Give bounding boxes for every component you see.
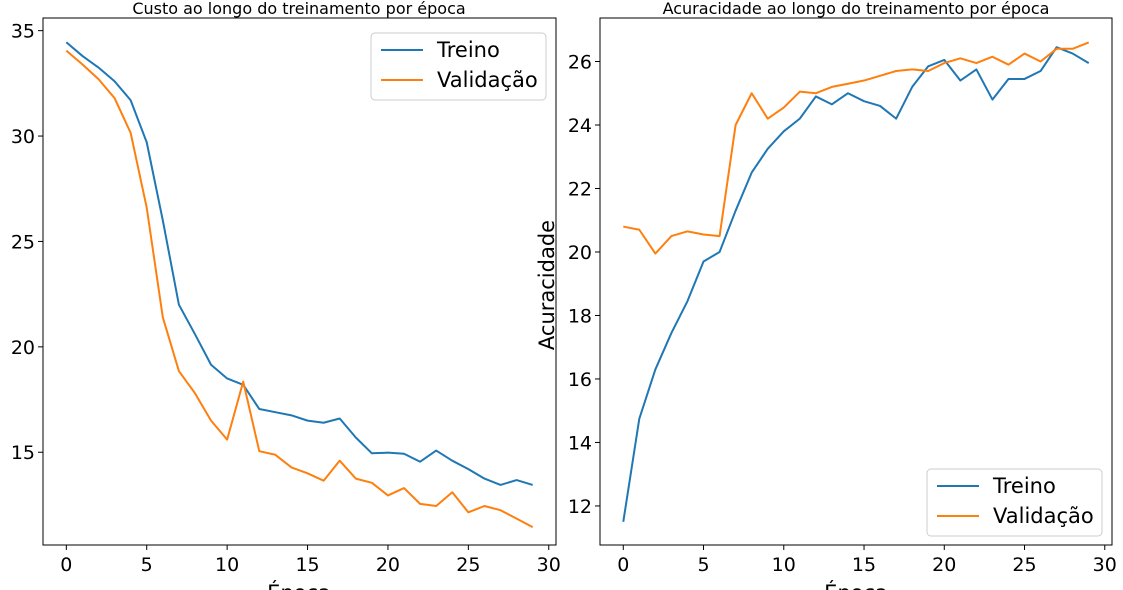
x-tick-label: 0	[617, 554, 629, 576]
series-line-treino	[65, 41, 533, 486]
y-tick-label: 24	[568, 115, 592, 137]
chart-accuracy: Acuracidade ao longo do treinamento por …	[535, 0, 1117, 590]
y-tick-label: 25	[11, 231, 35, 253]
y-tick-label: 16	[568, 369, 592, 391]
legend-label-treino: Treino	[992, 474, 1056, 498]
chart-title: Acuracidade ao longo do treinamento por …	[663, 0, 1050, 18]
plot-area: 0 5 10 15 20 25 30 12 14 16 18 20 22 24 26	[568, 41, 1117, 576]
series-line-validacao	[623, 41, 1090, 255]
x-axis-label: Época	[824, 580, 888, 590]
legend: Treino Validação	[370, 32, 547, 101]
chart-loss: Custo ao longo do treinamento por época …	[11, 0, 561, 590]
y-tick-label: 22	[568, 178, 592, 200]
y-tick-label: 12	[568, 496, 592, 518]
x-axis-label: Época	[267, 580, 331, 590]
series-line-treino	[622, 46, 1090, 522]
x-tick-label: 25	[1012, 554, 1036, 576]
y-axis-label: Acuracidade	[535, 220, 559, 350]
y-tick-label: 30	[11, 126, 35, 148]
legend-label-validacao: Validação	[437, 68, 538, 92]
legend: Treino Validação	[926, 468, 1103, 537]
x-tick-label: 30	[537, 554, 561, 576]
plot-area: 0 5 10 15 20 25 30 15 20 25 30 35	[11, 21, 561, 576]
y-tick-label: 26	[568, 51, 592, 73]
x-tick-label: 25	[456, 554, 480, 576]
y-tick-label: 18	[568, 305, 592, 327]
x-tick-label: 15	[295, 554, 319, 576]
legend-label-treino: Treino	[436, 38, 500, 62]
y-tick-label: 20	[11, 337, 35, 359]
x-tick-label: 20	[376, 554, 400, 576]
x-tick-label: 20	[932, 554, 956, 576]
axes-frame	[42, 17, 557, 546]
x-tick-label: 5	[141, 554, 153, 576]
legend-label-validacao: Validação	[993, 504, 1094, 528]
x-tick-label: 30	[1093, 554, 1117, 576]
x-tick-label: 10	[772, 554, 796, 576]
x-tick-label: 15	[852, 554, 876, 576]
y-tick-label: 35	[11, 21, 35, 43]
axes-frame	[599, 17, 1113, 546]
y-tick-label: 20	[568, 242, 592, 264]
y-tick-label: 15	[11, 442, 35, 464]
x-tick-label: 0	[60, 554, 72, 576]
series-line-validacao	[65, 49, 534, 528]
y-tick-label: 14	[568, 432, 592, 454]
x-tick-label: 10	[215, 554, 239, 576]
x-tick-label: 5	[697, 554, 709, 576]
chart-title: Custo ao longo do treinamento por época	[132, 0, 465, 18]
